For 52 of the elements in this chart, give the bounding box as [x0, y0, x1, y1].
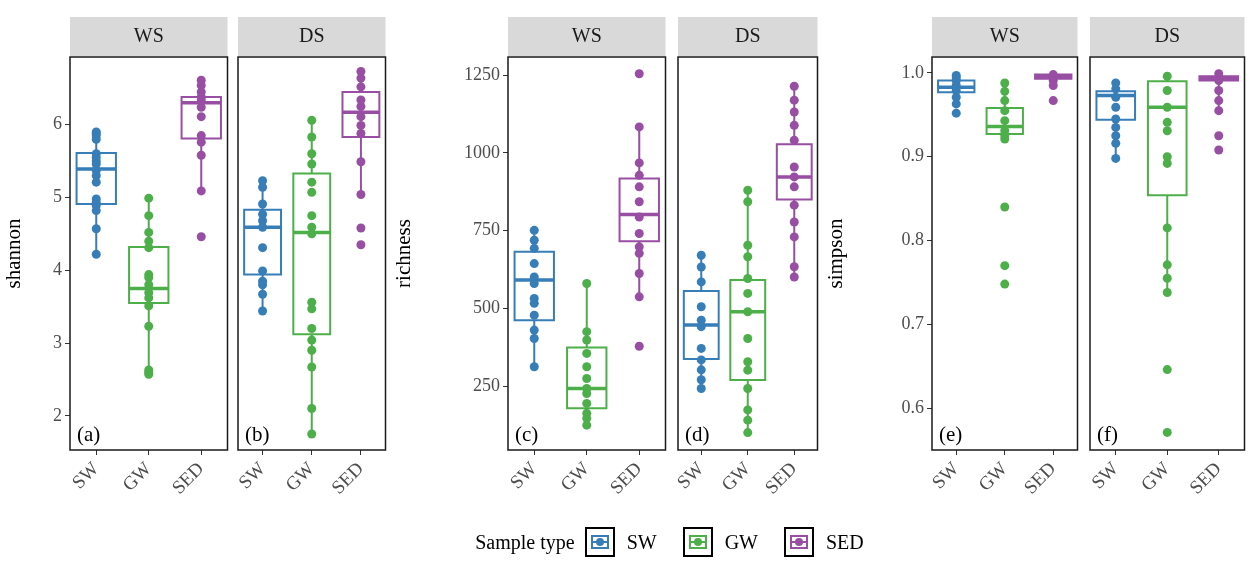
y-axis-title: richness — [391, 219, 416, 288]
x-tick-label: SW — [1087, 457, 1123, 493]
chart-title: WS — [989, 24, 1020, 47]
x-tick-label: SW — [67, 457, 103, 493]
y-tick-label: 250 — [473, 374, 500, 395]
chart-title: DS — [1154, 24, 1181, 47]
annotation: (e) — [939, 422, 963, 446]
y-axis-title: shannon — [1, 218, 26, 289]
x-tick-label: GW — [280, 457, 319, 495]
y-tick-label: 6 — [53, 113, 62, 134]
y-tick-label: 1250 — [464, 64, 500, 85]
x-tick-label: SW — [672, 457, 708, 493]
legend-label: GW — [724, 530, 758, 554]
annotation: (f) — [1097, 422, 1118, 446]
chart-title: DS — [734, 24, 761, 47]
x-tick-label: GW — [117, 457, 156, 495]
y-tick-label: 2 — [53, 404, 62, 425]
x-tick-label: SW — [927, 457, 963, 493]
x-tick-label: SW — [505, 457, 541, 493]
legend-title: Sample type — [475, 530, 575, 554]
x-tick-label: SED — [760, 457, 801, 498]
chart-title: DS — [298, 24, 325, 47]
x-tick-label: SED — [1184, 457, 1226, 498]
annotation: (a) — [77, 422, 101, 446]
y-tick-label: 1000 — [464, 141, 500, 162]
y-tick-label: 0.8 — [901, 229, 924, 250]
x-tick-label: SW — [233, 457, 269, 493]
x-tick-label: GW — [716, 457, 755, 495]
y-tick-label: 0.6 — [901, 396, 924, 417]
chart-title: WS — [571, 24, 602, 47]
annotation: (b) — [245, 422, 270, 446]
y-tick-label: 3 — [53, 331, 62, 352]
x-tick-label: GW — [555, 457, 594, 495]
y-tick-label: 5 — [53, 186, 62, 207]
y-tick-label: 0.7 — [901, 313, 924, 334]
annotation: (d) — [685, 422, 710, 446]
legend-label: SW — [626, 530, 657, 554]
x-tick-label: GW — [1136, 457, 1174, 495]
y-tick-label: 4 — [53, 258, 62, 279]
y-tick-label: 1.0 — [901, 61, 924, 82]
legend-label: SED — [825, 530, 864, 554]
chart-title: WS — [133, 24, 164, 47]
x-tick-label: SED — [1019, 457, 1060, 498]
x-tick-label: SED — [327, 457, 368, 498]
y-tick-label: 0.9 — [901, 145, 924, 166]
x-tick-label: SED — [605, 457, 646, 498]
y-axis-title: simpson — [823, 217, 848, 289]
y-tick-label: 750 — [473, 219, 500, 240]
annotation: (c) — [515, 422, 539, 446]
y-tick-label: 500 — [473, 297, 500, 318]
x-tick-label: SED — [167, 457, 208, 498]
x-tick-label: GW — [973, 457, 1012, 495]
